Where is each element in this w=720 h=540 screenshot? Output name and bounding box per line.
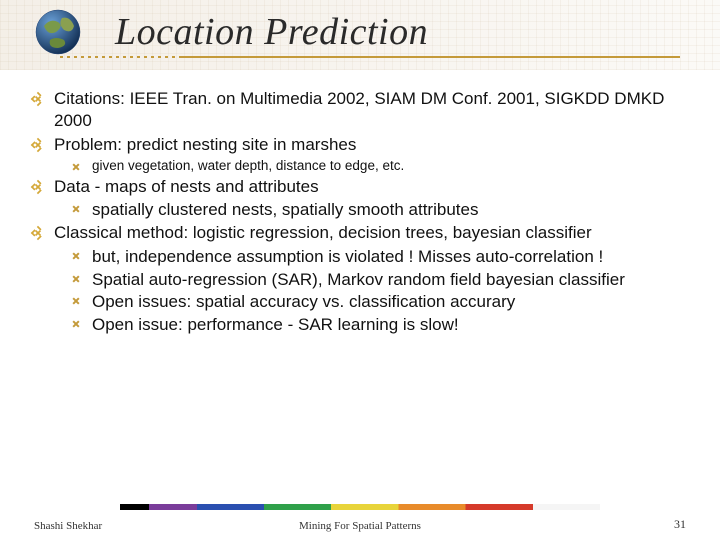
bullet-l1: Problem: predict nesting site in marshes (32, 134, 688, 156)
footer-title: Mining For Spatial Patterns (0, 520, 720, 532)
bullet-text: but, independence assumption is violated… (92, 247, 603, 266)
bullet-l1: Classical method: logistic regression, d… (32, 222, 688, 244)
bullet-text: given vegetation, water depth, distance … (92, 158, 404, 173)
slide-footer: Shashi Shekhar Mining For Spatial Patter… (0, 500, 720, 540)
bullet-text: Citations: IEEE Tran. on Multimedia 2002… (54, 89, 664, 130)
bullet-l1: Data - maps of nests and attributes (32, 176, 688, 198)
bullet-l2: Open issue: performance - SAR learning i… (70, 314, 688, 336)
footer-rainbow-bar (120, 504, 600, 510)
bullet-text: Classical method: logistic regression, d… (54, 223, 592, 242)
bullet-l2: spatially clustered nests, spatially smo… (70, 199, 688, 221)
globe-icon (34, 8, 82, 56)
bullet-text: Open issues: spatial accuracy vs. classi… (92, 292, 515, 311)
footer-page-number: 31 (674, 517, 686, 532)
bullet-l2: but, independence assumption is violated… (70, 246, 688, 268)
bullet-text: Spatial auto-regression (SAR), Markov ra… (92, 270, 625, 289)
slide-title: Location Prediction (115, 10, 720, 54)
bullet-text: Open issue: performance - SAR learning i… (92, 315, 459, 334)
slide-header: Location Prediction (0, 0, 720, 78)
bullet-text: Data - maps of nests and attributes (54, 177, 319, 196)
bullet-l2: Spatial auto-regression (SAR), Markov ra… (70, 269, 688, 291)
bullet-l2: given vegetation, water depth, distance … (70, 157, 688, 174)
bullet-l2: Open issues: spatial accuracy vs. classi… (70, 291, 688, 313)
title-underline (60, 56, 680, 58)
bullet-text: Problem: predict nesting site in marshes (54, 135, 356, 154)
bullet-text: spatially clustered nests, spatially smo… (92, 200, 478, 219)
slide-body: Citations: IEEE Tran. on Multimedia 2002… (0, 78, 720, 336)
bullet-l1: Citations: IEEE Tran. on Multimedia 2002… (32, 88, 688, 132)
